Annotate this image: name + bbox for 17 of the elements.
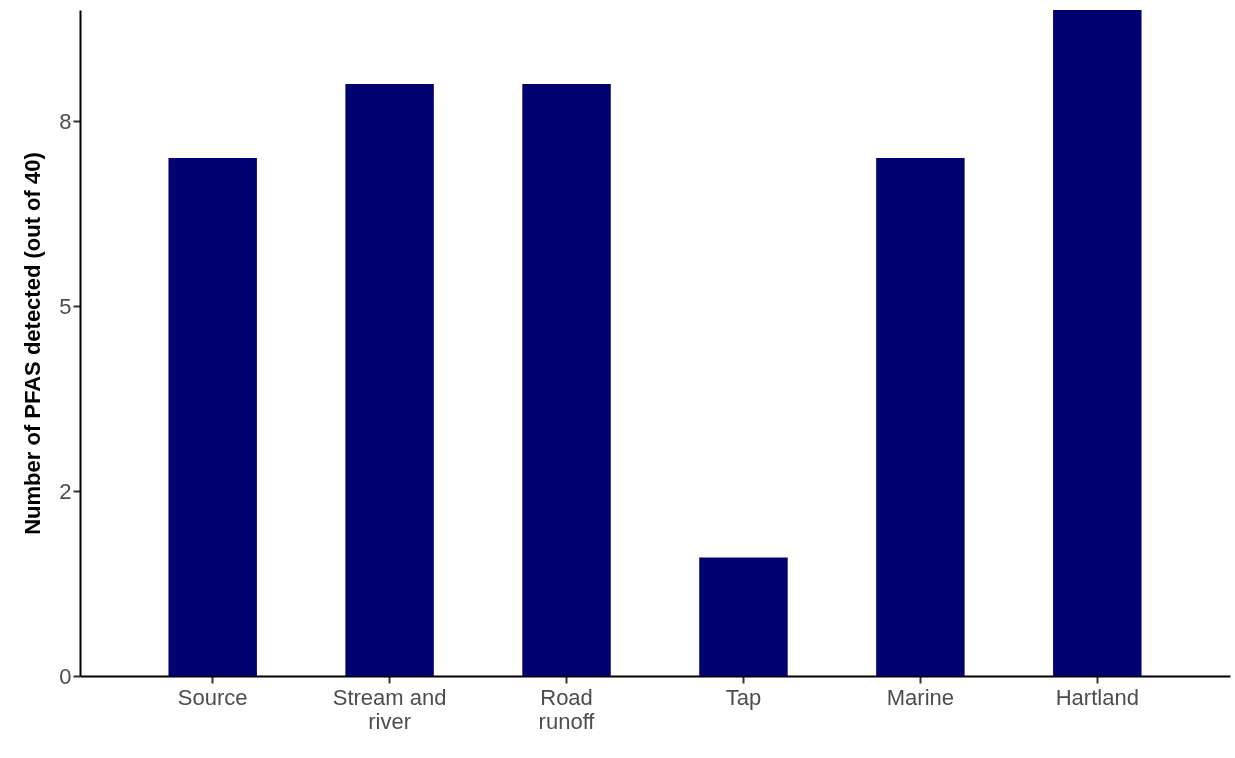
x-tick-label: Source <box>177 684 248 710</box>
y-tick-label: 8 <box>59 108 72 134</box>
y-tick-label: 0 <box>59 663 72 689</box>
y-tick-label: 2 <box>59 478 72 504</box>
bar <box>168 158 257 676</box>
bar <box>876 158 965 676</box>
bar <box>699 557 788 676</box>
x-tick-label: Road runoff <box>538 684 596 734</box>
bar <box>522 84 611 676</box>
bar <box>1053 10 1142 676</box>
x-tick-label: Marine <box>886 684 955 710</box>
x-tick-label: Hartland <box>1055 684 1139 710</box>
y-axis-title: Number of PFAS detected (out of 40) <box>20 152 46 535</box>
x-tick-label: Stream and river <box>332 684 447 734</box>
x-tick-label: Tap <box>725 684 762 710</box>
bar <box>345 84 434 676</box>
y-tick-label: 5 <box>59 293 72 319</box>
